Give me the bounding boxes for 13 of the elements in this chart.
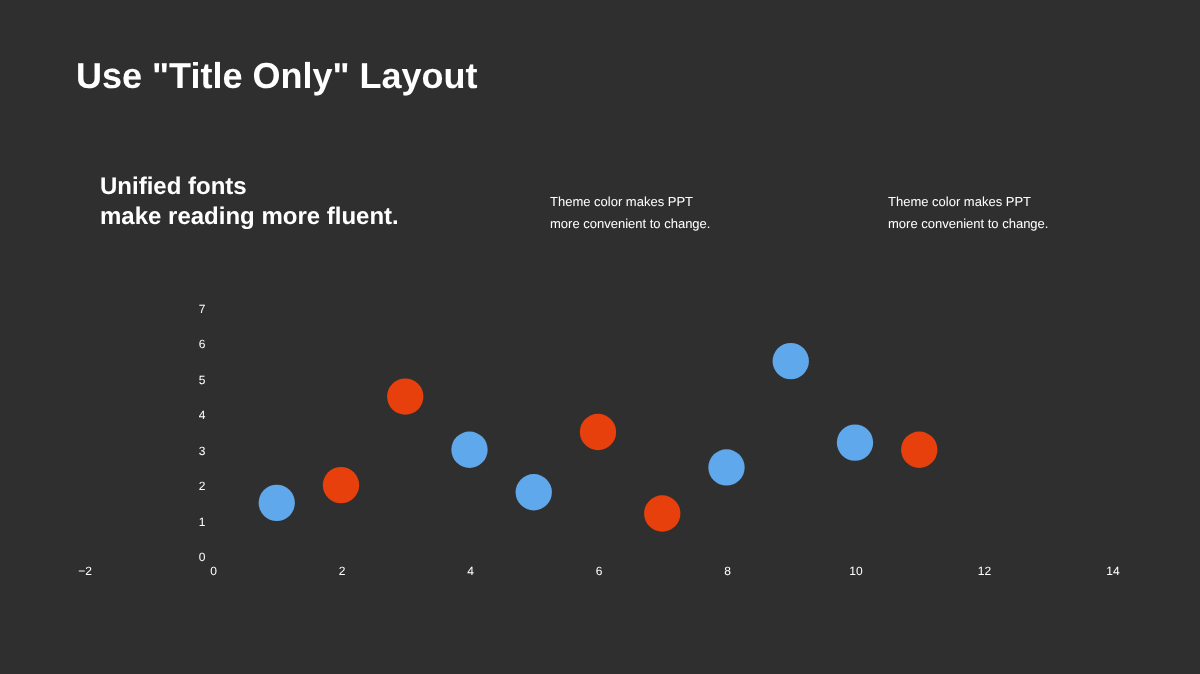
point bbox=[387, 378, 424, 415]
point bbox=[322, 467, 360, 504]
text: Unified fonts make reading more fluent. bbox=[100, 172, 399, 232]
point bbox=[258, 484, 295, 521]
point bbox=[708, 449, 745, 486]
point bbox=[836, 424, 874, 461]
point bbox=[515, 474, 552, 511]
point bbox=[451, 431, 488, 468]
point bbox=[579, 413, 617, 451]
point bbox=[901, 431, 938, 468]
point bbox=[644, 495, 681, 532]
point bbox=[772, 343, 809, 380]
chart-title: Use "Title Only" Layout bbox=[76, 56, 478, 98]
